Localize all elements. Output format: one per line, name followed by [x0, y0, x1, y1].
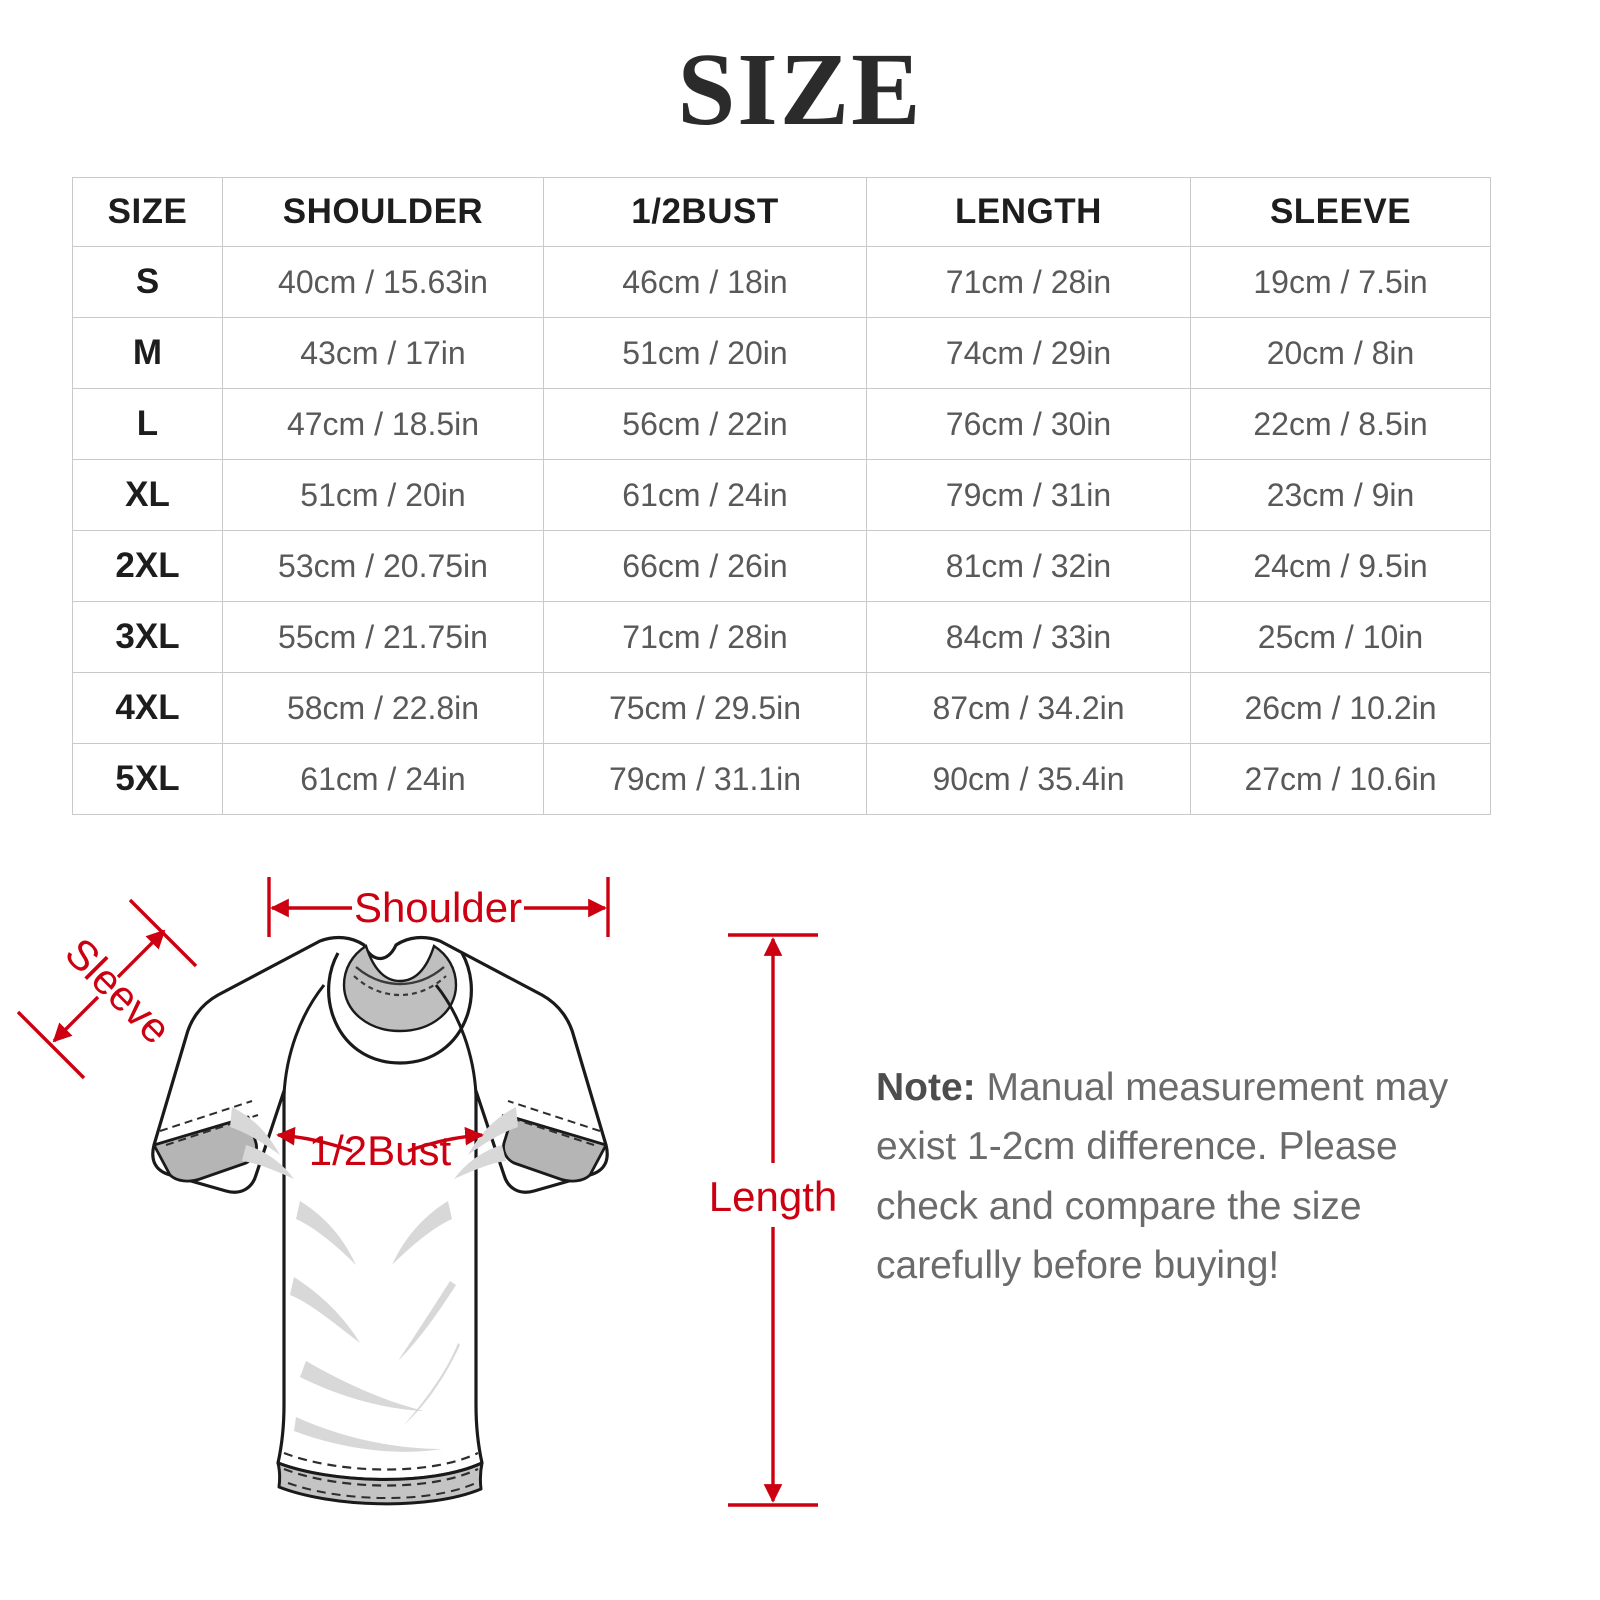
- size-table: SIZE SHOULDER 1/2BUST LENGTH SLEEVE S 40…: [72, 177, 1491, 815]
- shoulder-label: Shoulder: [354, 884, 522, 931]
- shoulder-seam-left: [282, 984, 326, 1096]
- cell-shoulder: 43cm / 17in: [222, 317, 544, 389]
- sleeve-measurement-annotation: Sleeve: [16, 898, 198, 1080]
- tshirt-inner-collar: [342, 944, 458, 1033]
- table-header-row: SIZE SHOULDER 1/2BUST LENGTH SLEEVE: [72, 177, 1491, 247]
- tshirt-illustration: [151, 935, 609, 1506]
- left-cuff-inner: [152, 1115, 258, 1183]
- cell-shoulder: 61cm / 24in: [222, 743, 544, 815]
- cell-bust: 71cm / 28in: [543, 601, 867, 673]
- tshirt-hem-inner: [276, 1461, 484, 1506]
- left-cuff-stitch-a: [159, 1100, 253, 1132]
- sleeve-tick-lower: [16, 1010, 86, 1080]
- cell-bust: 75cm / 29.5in: [543, 672, 867, 744]
- collar-stitch-line-outer: [355, 966, 445, 986]
- bust-measurement-annotation: 1/2Bust: [276, 1126, 484, 1174]
- cell-bust: 66cm / 26in: [543, 530, 867, 602]
- cell-size: 5XL: [72, 743, 223, 815]
- cell-length: 81cm / 32in: [866, 530, 1191, 602]
- cell-size: 3XL: [72, 601, 223, 673]
- cell-sleeve: 24cm / 9.5in: [1190, 530, 1491, 602]
- cell-size: XL: [72, 459, 223, 531]
- shoulder-seam-right: [434, 984, 478, 1096]
- cell-length: 87cm / 34.2in: [866, 672, 1191, 744]
- hem-stitch-bottom: [287, 1482, 477, 1499]
- sleeve-arrow-lower: [52, 995, 100, 1043]
- cell-bust: 46cm / 18in: [543, 246, 867, 318]
- cell-length: 90cm / 35.4in: [866, 743, 1191, 815]
- cell-shoulder: 53cm / 20.75in: [222, 530, 544, 602]
- cell-sleeve: 23cm / 9in: [1190, 459, 1491, 531]
- cell-bust: 51cm / 20in: [543, 317, 867, 389]
- table-row: 4XL 58cm / 22.8in 75cm / 29.5in 87cm / 3…: [72, 672, 1491, 744]
- cell-size: 4XL: [72, 672, 223, 744]
- note-text: Manual measurement may exist 1-2cm diffe…: [876, 1066, 1449, 1287]
- cell-sleeve: 27cm / 10.6in: [1190, 743, 1491, 815]
- column-header-sleeve: SLEEVE: [1190, 177, 1491, 247]
- measurement-note: Note: Manual measurement may exist 1-2cm…: [876, 1058, 1496, 1295]
- table-row: M 43cm / 17in 51cm / 20in 74cm / 29in 20…: [72, 317, 1491, 389]
- cell-shoulder: 47cm / 18.5in: [222, 388, 544, 460]
- table-row: 5XL 61cm / 24in 79cm / 31.1in 90cm / 35.…: [72, 743, 1491, 815]
- sleeve-arrow-upper: [116, 929, 166, 979]
- length-measurement-annotation: Length: [709, 933, 837, 1507]
- cell-size: 2XL: [72, 530, 223, 602]
- cell-length: 71cm / 28in: [866, 246, 1191, 318]
- right-cuff-inner: [502, 1115, 608, 1183]
- cell-shoulder: 58cm / 22.8in: [222, 672, 544, 744]
- column-header-bust: 1/2BUST: [543, 177, 867, 247]
- cell-shoulder: 40cm / 15.63in: [222, 246, 544, 318]
- hem-stitch-upper: [283, 1451, 479, 1471]
- cell-size: L: [72, 388, 223, 460]
- cell-sleeve: 20cm / 8in: [1190, 317, 1491, 389]
- sleeve-label: Sleeve: [56, 929, 180, 1053]
- cell-shoulder: 51cm / 20in: [222, 459, 544, 531]
- cell-length: 76cm / 30in: [866, 388, 1191, 460]
- cell-sleeve: 19cm / 7.5in: [1190, 246, 1491, 318]
- right-cuff-stitch-b: [501, 1114, 595, 1146]
- cell-size: S: [72, 246, 223, 318]
- cell-length: 74cm / 29in: [866, 317, 1191, 389]
- hem-stitch-lower: [283, 1467, 479, 1487]
- table-row: S 40cm / 15.63in 46cm / 18in 71cm / 28in…: [72, 246, 1491, 318]
- length-label: Length: [709, 1173, 837, 1220]
- bust-label: 1/2Bust: [309, 1127, 452, 1174]
- cell-bust: 79cm / 31.1in: [543, 743, 867, 815]
- column-header-size: SIZE: [72, 177, 223, 247]
- column-header-shoulder: SHOULDER: [222, 177, 544, 247]
- table-row: XL 51cm / 20in 61cm / 24in 79cm / 31in 2…: [72, 459, 1491, 531]
- cell-bust: 56cm / 22in: [543, 388, 867, 460]
- cell-size: M: [72, 317, 223, 389]
- table-row: 2XL 53cm / 20.75in 66cm / 26in 81cm / 32…: [72, 530, 1491, 602]
- shoulder-measurement-annotation: Shoulder: [267, 877, 610, 937]
- table-row: L 47cm / 18.5in 56cm / 22in 76cm / 30in …: [72, 388, 1491, 460]
- cell-sleeve: 25cm / 10in: [1190, 601, 1491, 673]
- right-cuff-stitch-a: [507, 1100, 601, 1132]
- cell-sleeve: 26cm / 10.2in: [1190, 672, 1491, 744]
- cell-length: 79cm / 31in: [866, 459, 1191, 531]
- table-row: 3XL 55cm / 21.75in 71cm / 28in 84cm / 33…: [72, 601, 1491, 673]
- cell-shoulder: 55cm / 21.75in: [222, 601, 544, 673]
- cell-bust: 61cm / 24in: [543, 459, 867, 531]
- bust-arrow-right: [407, 1126, 484, 1153]
- note-label: Note:: [876, 1066, 976, 1109]
- tshirt-neckline: [327, 952, 473, 1065]
- cell-length: 84cm / 33in: [866, 601, 1191, 673]
- collar-stitch-line-inner: [353, 975, 447, 997]
- cell-sleeve: 22cm / 8.5in: [1190, 388, 1491, 460]
- column-header-length: LENGTH: [866, 177, 1191, 247]
- tshirt-measurement-diagram: Shoulder Sleeve 1/2Bust: [0, 845, 900, 1545]
- page-title: SIZE: [677, 32, 923, 147]
- bust-arrow-left: [276, 1126, 353, 1153]
